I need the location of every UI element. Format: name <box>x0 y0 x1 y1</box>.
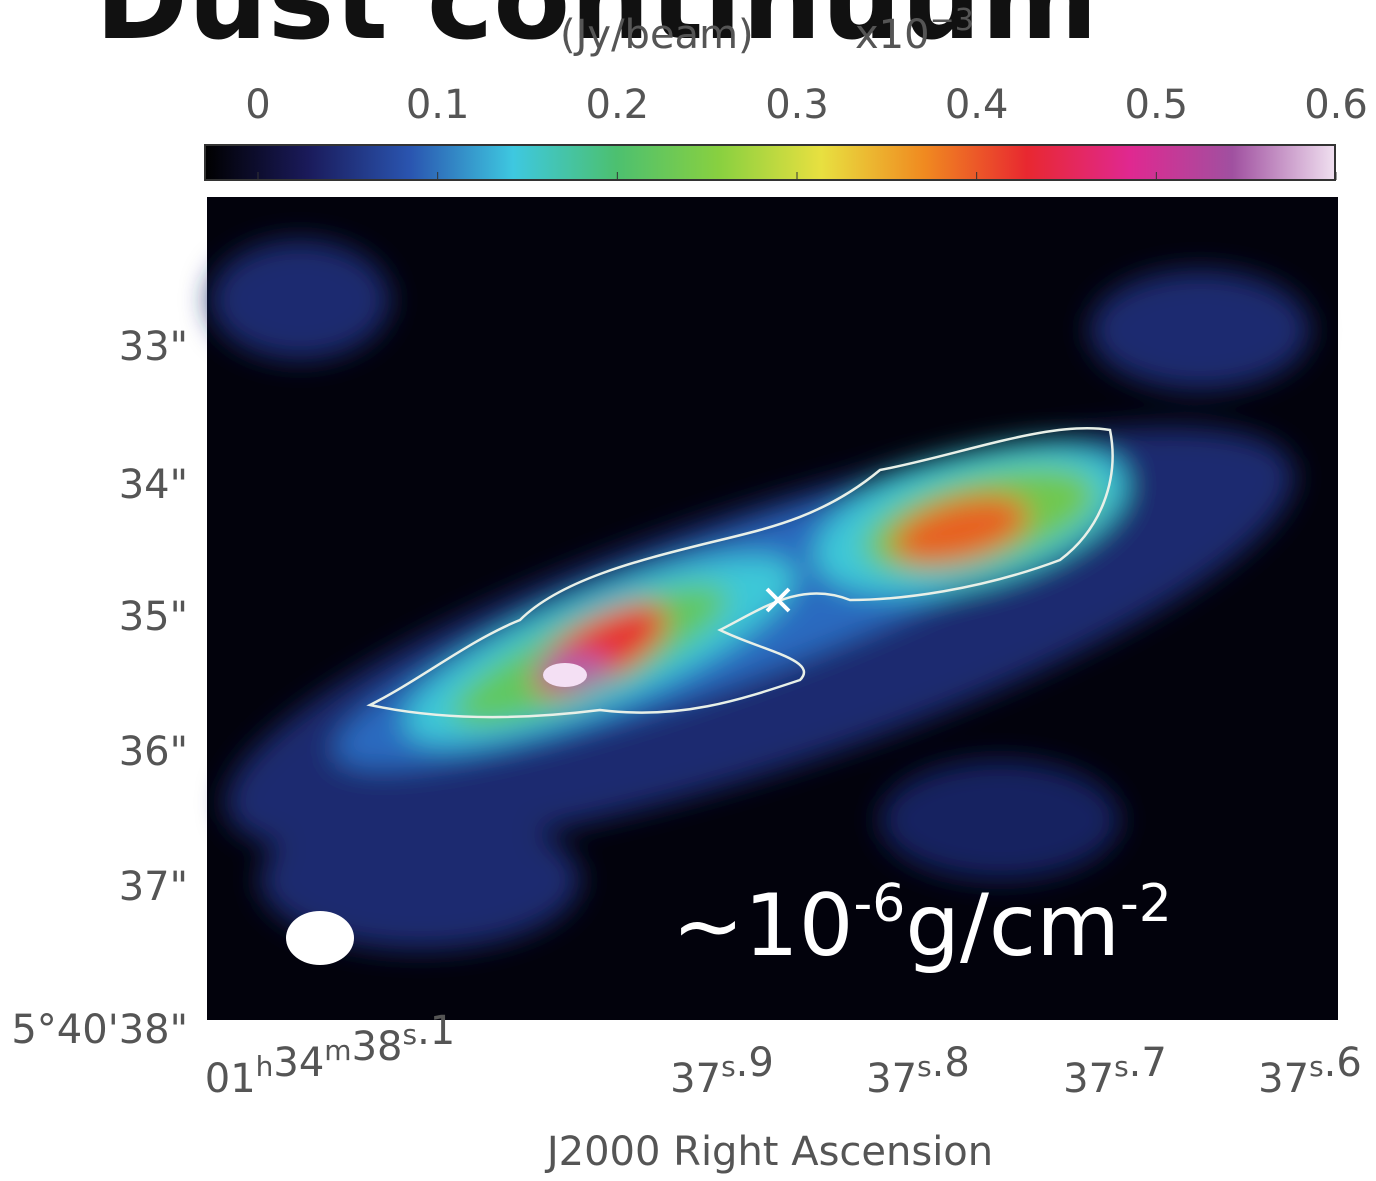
y-tick-label: 37" <box>119 864 188 910</box>
map <box>207 197 1338 1020</box>
annotation-part: -2 <box>1120 874 1172 934</box>
y-tick-label: 36" <box>119 729 188 775</box>
x-tick-label: 37s.6 <box>1258 1040 1362 1102</box>
title: Dust continuum <box>95 0 1098 65</box>
colorbar-tick-label: 0.6 <box>1304 82 1368 128</box>
colorbar-tick-label: 0.3 <box>765 82 829 128</box>
colorbar-scale: x10−3 <box>855 3 974 58</box>
x-axis-label: J2000 Right Ascension <box>544 1129 993 1175</box>
colorbar-tick-label: 0.2 <box>586 82 650 128</box>
y-tick-label: 35" <box>119 594 188 640</box>
colorbar-scale-exponent: −3 <box>930 3 974 38</box>
y-tick-label: 5°40'38" <box>11 1007 188 1053</box>
y-tick-label: 33" <box>119 324 188 370</box>
colorbar-tick-label: 0.1 <box>406 82 470 128</box>
colorbar <box>204 144 1336 181</box>
colorbar-scale-base: x10 <box>855 12 930 58</box>
annotation-part: g/cm <box>905 876 1120 976</box>
x-tick-label: 37s.9 <box>670 1040 774 1102</box>
colorbar-tick-label: 0.5 <box>1125 82 1189 128</box>
x-tick-label: 37s.7 <box>1063 1040 1167 1102</box>
colorbar-unit: (Jy/beam) <box>560 12 754 58</box>
annotation: ~10-6g/cm-2 <box>672 874 1172 976</box>
annotation-part: -6 <box>854 874 906 934</box>
colorbar-tick-label: 0 <box>245 82 270 128</box>
y-tick-label: 34" <box>119 462 188 508</box>
annotation-part: ~10 <box>672 876 854 976</box>
colorbar-tick-label: 0.4 <box>945 82 1009 128</box>
x-tick-label: 01h34m38s.1 <box>205 1008 456 1102</box>
x-tick-label: 37s.8 <box>866 1040 970 1102</box>
